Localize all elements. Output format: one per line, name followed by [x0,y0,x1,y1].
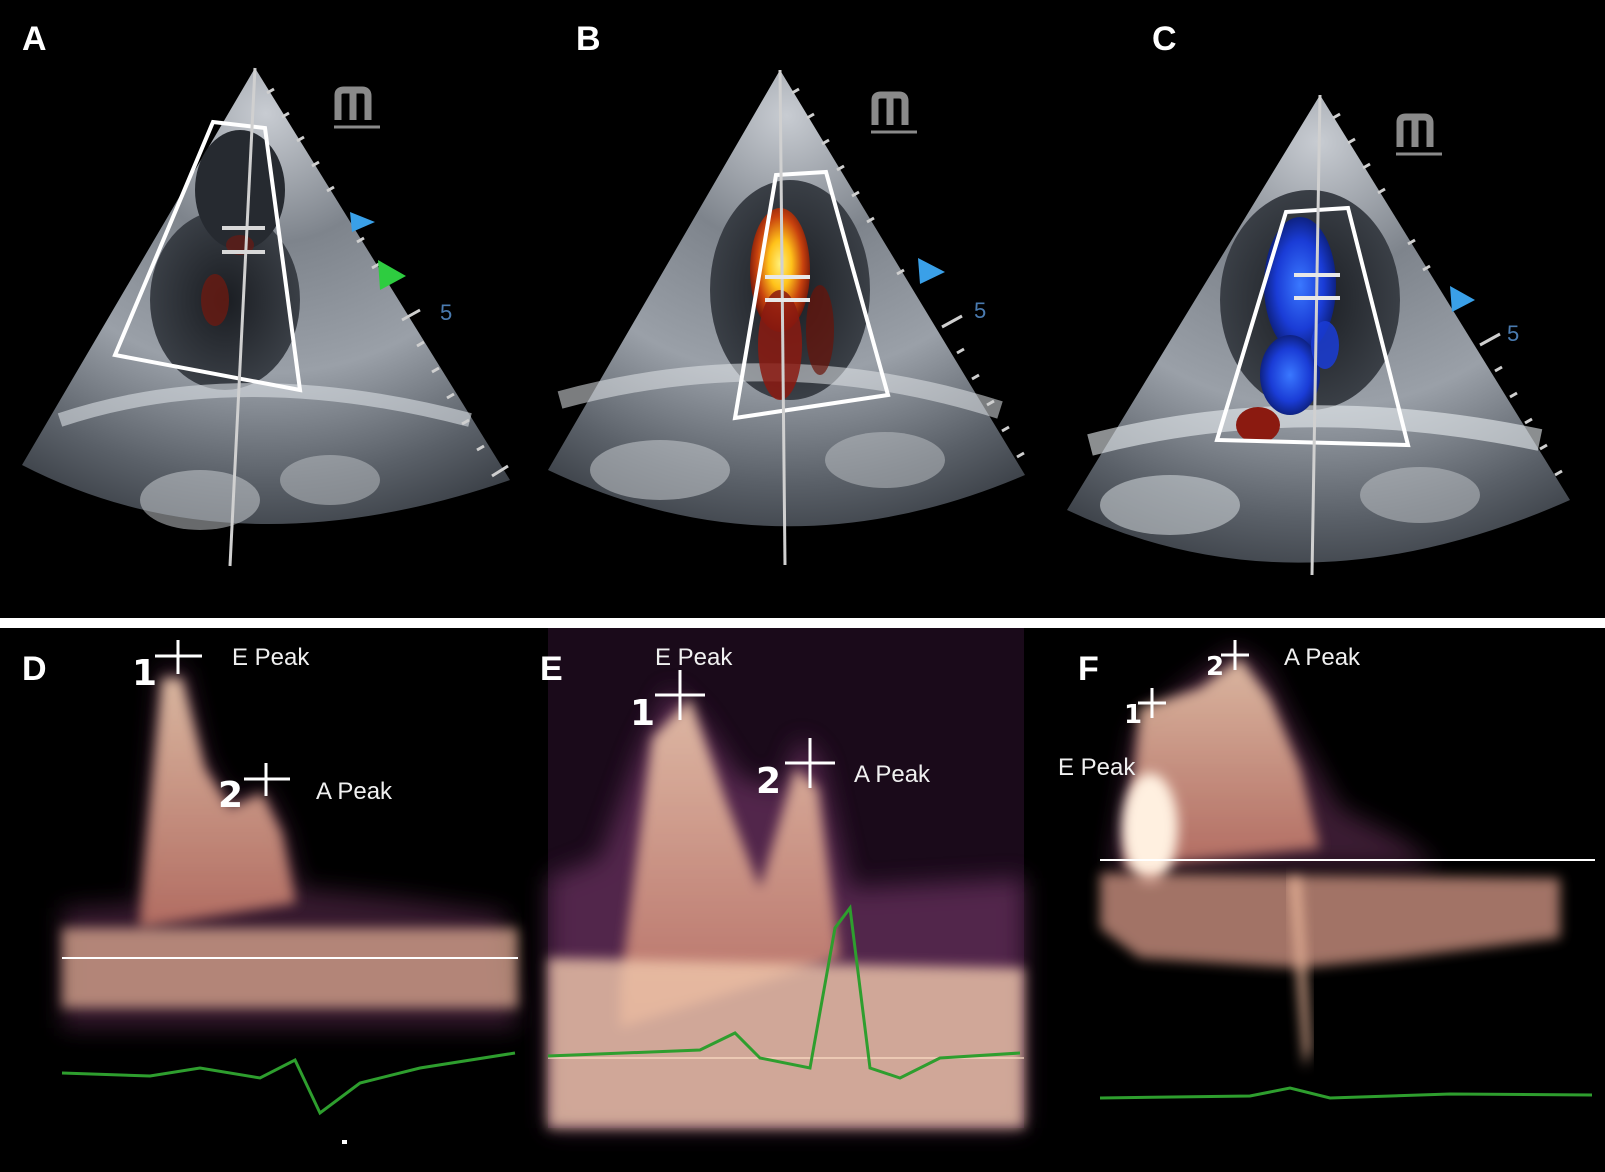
e-peak-label: E Peak [655,644,733,671]
echo-sector-b [548,69,1025,566]
green-arrow-icon [378,260,406,290]
a-peak-label: A Peak [316,778,393,805]
marker-number-1: 1 [132,653,158,694]
m-logo-icon [1396,113,1442,156]
marker-number-2: 2 [756,761,782,802]
caliper-marker-2 [785,738,835,788]
a-peak-label: A Peak [854,761,931,788]
blue-arrow-icon [918,258,945,284]
marker-number-1: 1 [1124,700,1143,730]
doppler-spectra [61,628,1595,1144]
panel-label-f: F [1078,650,1099,688]
caliper-marker-1 [1138,688,1166,718]
echo-sector-c [1067,94,1570,576]
caliper-marker-2 [244,763,290,796]
blue-arrow-icon [1450,286,1475,312]
doppler-spectrum-d [61,640,518,1144]
m-logo-icon [334,86,380,129]
m-logo-icon [871,91,917,134]
blue-arrow-icon [350,212,375,232]
marker-number-1: 1 [630,693,656,734]
echo-panel-row: A B C 5 5 5 [0,0,1605,618]
panel-label-b: B [576,20,601,58]
panel-label-e: E [540,650,563,688]
marker-number-2: 2 [1206,652,1225,682]
depth-marker-a: 5 [440,300,453,325]
panel-label-c: C [1152,20,1177,58]
caliper-marker-1 [155,640,202,674]
caliper-marker-1 [655,670,705,720]
panel-label-d: D [22,650,47,688]
doppler-panel-row: D E F 1 2 E Peak A Peak 1 2 E Peak A Pea… [0,628,1605,1172]
caliper-marker-2 [1221,640,1249,670]
doppler-spectrum-e [547,628,1024,1128]
echo-sector-a [22,67,510,567]
a-peak-label: A Peak [1284,644,1361,671]
panel-label-a: A [22,20,47,58]
depth-marker-b: 5 [974,298,987,323]
doppler-spectrum-f [1099,640,1595,1100]
echo-images [22,67,1570,576]
marker-number-2: 2 [218,775,244,816]
e-peak-label: E Peak [232,644,310,671]
e-peak-label: E Peak [1058,754,1136,781]
depth-marker-c: 5 [1507,321,1520,346]
